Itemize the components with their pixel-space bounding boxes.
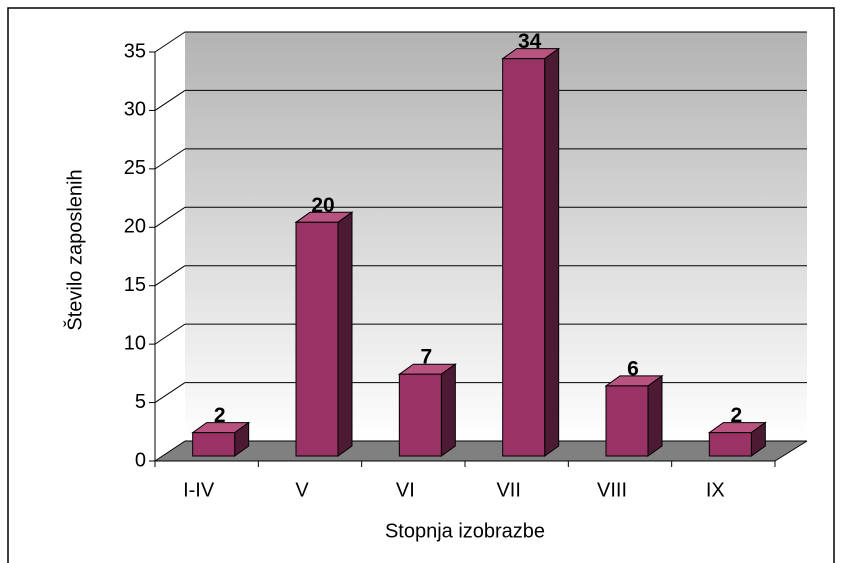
- grid-line: [154, 31, 186, 53]
- bar-side: [544, 47, 560, 457]
- y-tick-label: 10: [124, 332, 146, 354]
- data-label: 34: [518, 30, 542, 53]
- back-wall: [185, 32, 807, 441]
- bar: [708, 432, 752, 457]
- data-label: 7: [420, 346, 432, 369]
- x-tick-label: V: [295, 479, 309, 501]
- grid-line: [154, 148, 186, 170]
- grid-line: [154, 382, 186, 403]
- data-label: 2: [730, 404, 742, 427]
- grid-line: [154, 323, 186, 345]
- x-tick-label: IX: [706, 479, 725, 501]
- y-tick-label: 5: [135, 391, 146, 413]
- bar-side: [647, 374, 663, 457]
- y-tick-label: 0: [135, 449, 146, 471]
- bar: [295, 221, 339, 457]
- grid-line: [154, 90, 186, 111]
- x-axis-title: Stopnja izobrazbe: [385, 520, 545, 542]
- data-label: 2: [214, 404, 226, 427]
- y-axis-title: Število zaposlenih: [63, 169, 86, 330]
- bar: [605, 385, 649, 457]
- bar: [192, 432, 236, 457]
- frame: [7, 7, 835, 563]
- x-tick-label: VI: [396, 479, 415, 501]
- bar: [502, 58, 546, 457]
- grid-line: [154, 206, 186, 228]
- x-tick-label: VII: [496, 479, 520, 501]
- bar-side: [440, 363, 456, 457]
- x-tick-label: VIII: [597, 479, 627, 501]
- grid-line: [154, 265, 186, 287]
- y-tick-label: 20: [124, 216, 146, 238]
- grid-line: [154, 440, 186, 462]
- data-label: 6: [627, 357, 639, 380]
- y-tick-label: 15: [124, 274, 146, 296]
- x-tick-label: I-IV: [183, 479, 215, 501]
- side-wall: [155, 32, 185, 461]
- y-tick-label: 35: [124, 40, 146, 62]
- data-label: 20: [311, 194, 334, 217]
- y-tick-label: 30: [124, 99, 146, 121]
- y-tick-label: 25: [124, 157, 146, 179]
- bar-side: [337, 211, 353, 457]
- bar: [398, 373, 442, 457]
- floor-edge: [774, 440, 808, 462]
